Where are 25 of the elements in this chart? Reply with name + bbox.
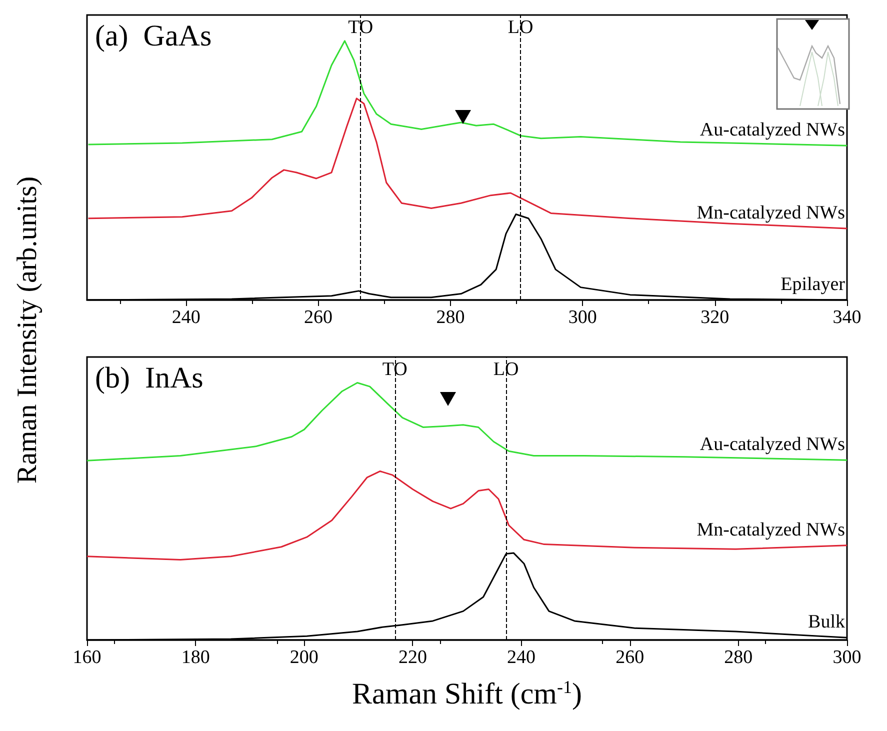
x-tick-label: 280: [436, 307, 465, 328]
x-tick-label: 180: [181, 647, 210, 668]
x-tick-label: 320: [700, 307, 730, 328]
x-tick-label: 300: [832, 647, 862, 668]
x-tick-label: 240: [172, 307, 200, 328]
series-label: Au-catalyzed NWs: [700, 120, 845, 141]
x-tick-label: 280: [724, 647, 753, 668]
series-label: Epilayer: [780, 274, 846, 295]
annotation: (b) InAs: [95, 362, 204, 394]
x-tick-label: 300: [568, 307, 597, 328]
series-label: Au-catalyzed NWs: [700, 434, 845, 456]
x-tick-label: 260: [304, 307, 333, 328]
annotation: (a) GaAs: [95, 20, 212, 52]
series-label: Mn-catalyzed NWs: [696, 519, 845, 540]
x-tick-label: 340: [832, 307, 862, 328]
series-label: Bulk: [808, 612, 846, 633]
x-tick-label: 160: [72, 647, 102, 668]
x-tick-label: 260: [616, 647, 644, 668]
x-tick-label: 240: [507, 647, 536, 668]
ref-line-label: LO: [508, 17, 534, 38]
x-tick-label: 200: [290, 647, 318, 668]
x-tick-label: 220: [398, 647, 427, 668]
y-axis-title: Raman Intensity (arb.units): [12, 176, 44, 484]
ref-line-label: TO: [348, 17, 374, 38]
series-label: Mn-catalyzed NWs: [696, 202, 845, 224]
